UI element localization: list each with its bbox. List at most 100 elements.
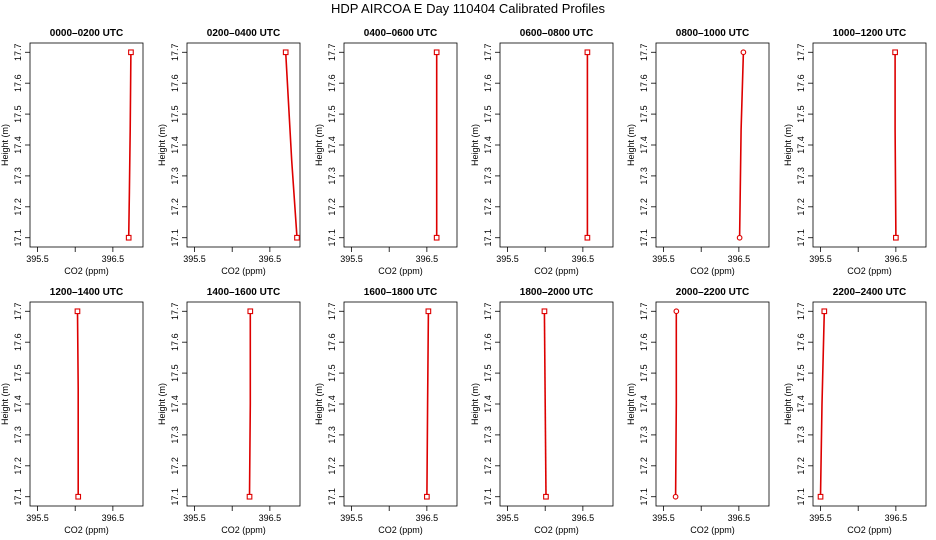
y-tick-label: 17.5 (483, 105, 493, 123)
y-tick-label: 17.2 (327, 198, 337, 216)
x-tick-label: 395.5 (183, 254, 206, 264)
x-axis-label: CO2 (ppm) (690, 266, 735, 276)
y-tick-label: 17.1 (327, 488, 337, 506)
data-point-marker (433, 49, 440, 56)
panel-title: 1200–1400 UTC (50, 287, 123, 298)
y-tick-label: 17.3 (796, 426, 806, 444)
x-tick-label: 396.5 (102, 513, 125, 523)
y-tick-label: 17.2 (13, 198, 23, 216)
y-tick-label: 17.3 (639, 167, 649, 185)
profile-line (819, 311, 826, 497)
plot-frame (343, 301, 458, 507)
plot-frame (499, 42, 614, 248)
data-point-marker (74, 308, 81, 315)
y-tick-label: 17.2 (170, 457, 180, 475)
data-point-marker (736, 234, 743, 241)
plot-frame (812, 301, 927, 507)
data-point-marker (424, 493, 430, 500)
panel-1: 0000–0200 UTC 395.5 396.5 17.1 17.2 17.3 17.4 1… (0, 28, 144, 276)
data-point-marker (541, 308, 548, 315)
panel-8: 1400–1600 UTC 395.5 396.5 17.1 17.2 17.3 17.4 1… (157, 287, 301, 535)
y-axis-label: Height (m) (314, 124, 324, 166)
x-tick-label: 396.5 (572, 254, 595, 264)
y-tick-label: 17.2 (170, 198, 180, 216)
y-tick-label: 17.4 (483, 395, 493, 413)
panel-title: 0200–0400 UTC (207, 28, 280, 39)
plot-frame (499, 301, 614, 507)
data-point-marker (892, 49, 898, 56)
plot-frame (343, 42, 458, 248)
data-point-marker (246, 493, 253, 500)
x-tick-label: 396.5 (259, 513, 282, 523)
data-point-marker (128, 49, 134, 56)
y-tick-label: 17.5 (483, 364, 493, 382)
y-tick-label: 17.7 (639, 303, 649, 321)
y-tick-label: 17.7 (13, 303, 23, 321)
x-tick-label: 396.5 (416, 513, 439, 523)
y-tick-label: 17.5 (170, 105, 180, 123)
y-tick-label: 17.5 (170, 364, 180, 382)
y-tick-label: 17.3 (483, 426, 493, 444)
y-tick-label: 17.1 (796, 229, 806, 247)
x-axis-label: CO2 (ppm) (221, 266, 266, 276)
x-axis-label: CO2 (ppm) (221, 525, 266, 535)
y-tick-label: 17.2 (483, 457, 493, 475)
data-point-marker (125, 234, 132, 241)
y-tick-label: 17.1 (170, 229, 180, 247)
y-tick-label: 17.5 (13, 364, 23, 382)
y-axis-label: Height (m) (470, 124, 480, 166)
y-tick-label: 17.1 (483, 229, 493, 247)
x-tick-label: 395.5 (652, 513, 675, 523)
panel-9: 1600–1800 UTC 395.5 396.5 17.1 17.2 17.3 17.4 1… (314, 287, 458, 535)
x-tick-label: 396.5 (416, 254, 439, 264)
y-tick-label: 17.3 (170, 426, 180, 444)
panel-title: 1600–1800 UTC (364, 287, 437, 298)
y-tick-label: 17.5 (13, 105, 23, 123)
y-tick-label: 17.7 (327, 303, 337, 321)
y-tick-label: 17.2 (13, 457, 23, 475)
x-tick-label: 396.5 (728, 513, 751, 523)
y-tick-label: 17.5 (796, 105, 806, 123)
plot-frame (812, 42, 927, 248)
y-tick-label: 17.7 (327, 44, 337, 62)
y-tick-label: 17.7 (170, 303, 180, 321)
y-axis-label: Height (m) (0, 383, 10, 425)
y-tick-label: 17.3 (170, 167, 180, 185)
data-point-marker (673, 308, 680, 315)
y-tick-label: 17.2 (483, 198, 493, 216)
plot-frame (655, 301, 770, 507)
y-axis-label: Height (m) (157, 124, 167, 166)
data-point-marker (584, 49, 591, 56)
data-point-marker (294, 234, 300, 241)
y-tick-label: 17.3 (327, 167, 337, 185)
y-axis-label: Height (m) (0, 124, 10, 166)
panel-title: 0000–0200 UTC (50, 28, 123, 39)
plot-frame (29, 301, 144, 507)
x-tick-label: 395.5 (809, 513, 832, 523)
y-tick-label: 17.5 (796, 364, 806, 382)
y-tick-label: 17.1 (13, 488, 23, 506)
panel-7: 1200–1400 UTC 395.5 396.5 17.1 17.2 17.3 17.4 1… (0, 287, 144, 535)
y-tick-label: 17.1 (170, 488, 180, 506)
y-axis-label: Height (m) (783, 383, 793, 425)
profile-line (76, 311, 79, 497)
y-tick-label: 17.7 (796, 303, 806, 321)
y-tick-label: 17.7 (639, 44, 649, 62)
y-tick-label: 17.6 (170, 74, 180, 92)
x-tick-label: 395.5 (340, 254, 363, 264)
y-tick-label: 17.2 (796, 198, 806, 216)
y-tick-label: 17.1 (796, 488, 806, 506)
y-tick-label: 17.4 (639, 395, 649, 413)
y-tick-label: 17.1 (639, 229, 649, 247)
panel-title: 2000–2200 UTC (676, 287, 749, 298)
y-tick-label: 17.6 (13, 74, 23, 92)
data-point-marker (282, 49, 289, 56)
panel-title: 1000–1200 UTC (833, 28, 906, 39)
data-point-marker (75, 493, 82, 500)
x-axis-label: CO2 (ppm) (64, 525, 109, 535)
panel-2: 0200–0400 UTC 395.5 396.5 17.1 17.2 17.3 17.4 1… (157, 28, 301, 276)
y-axis-label: Height (m) (157, 383, 167, 425)
y-tick-label: 17.7 (483, 303, 493, 321)
y-tick-label: 17.4 (13, 395, 23, 413)
